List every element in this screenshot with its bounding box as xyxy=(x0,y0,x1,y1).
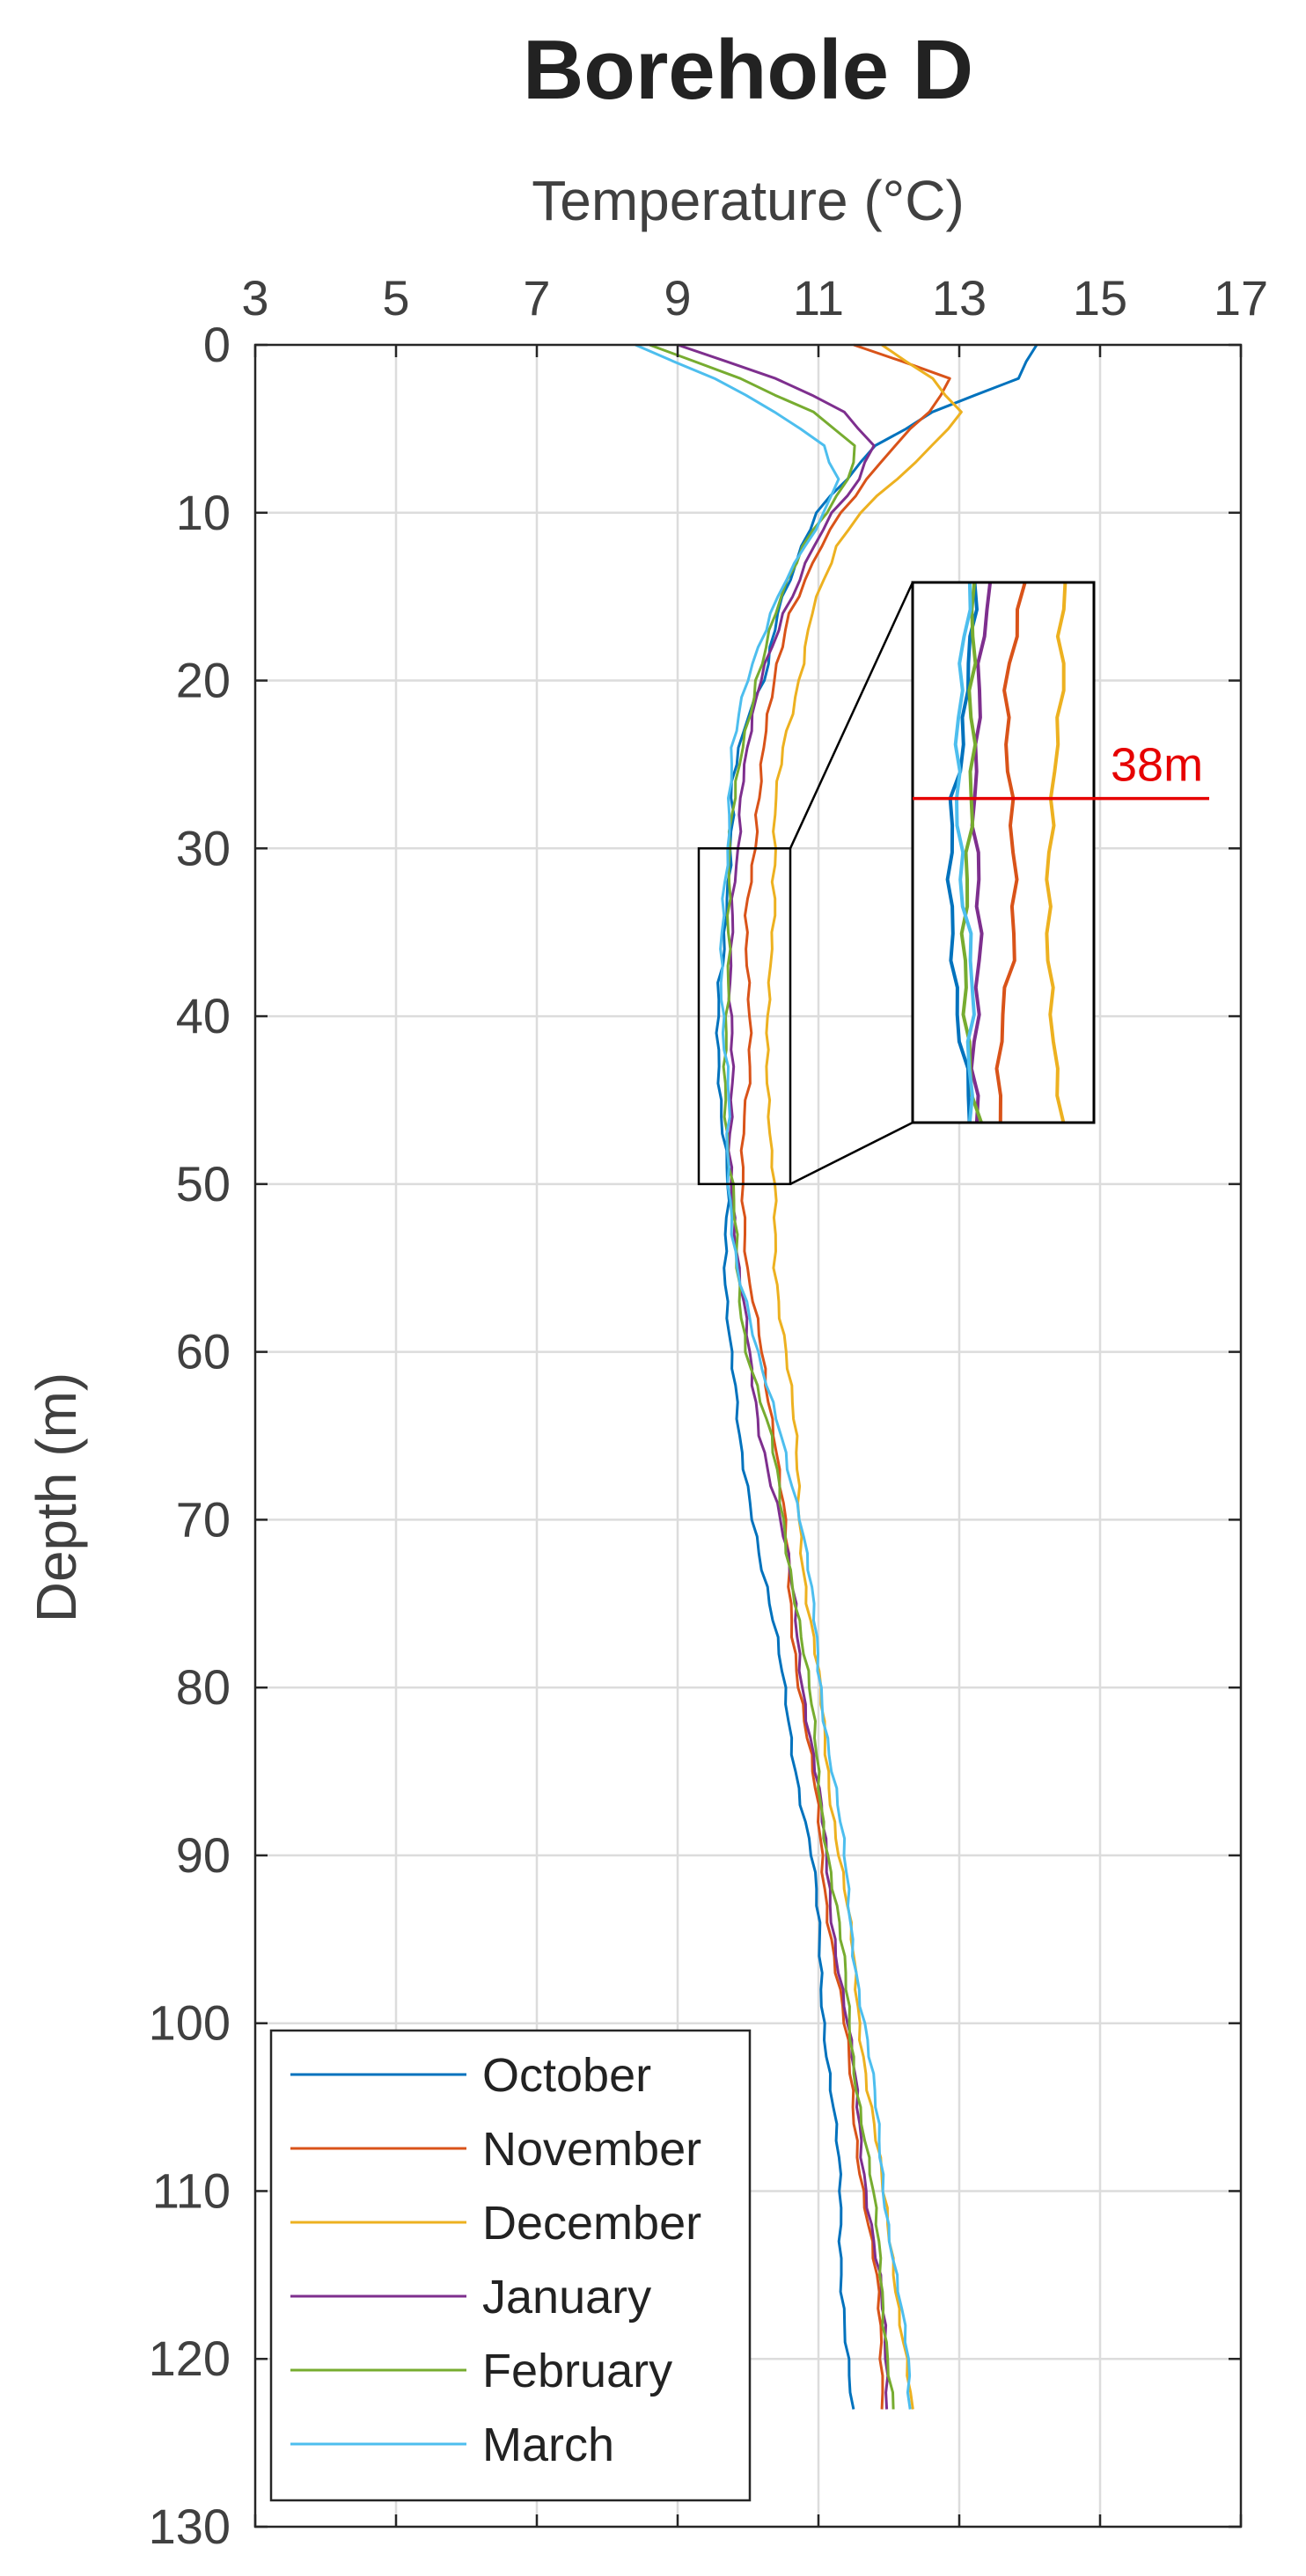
zoom-series-line-november xyxy=(994,582,1027,1123)
x-tick-label: 9 xyxy=(664,270,691,326)
legend-label-december: December xyxy=(482,2197,701,2250)
x-tick-label: 3 xyxy=(241,270,268,326)
y-tick-label: 130 xyxy=(149,2499,231,2554)
x-tick-label: 5 xyxy=(382,270,409,326)
y-tick-label: 50 xyxy=(176,1156,231,1211)
y-tick-label: 60 xyxy=(176,1324,231,1379)
x-tick-label: 15 xyxy=(1073,270,1127,326)
zoom-series-line-december xyxy=(1045,582,1068,1123)
zoom-connector xyxy=(789,582,914,849)
zoom-connector xyxy=(789,1121,913,1185)
x-tick-label: 17 xyxy=(1214,270,1268,326)
legend-label-february: February xyxy=(482,2345,672,2397)
legend-label-january: January xyxy=(482,2271,651,2324)
zoom-inset: 38m xyxy=(697,581,1209,1186)
x-axis-label: Temperature (°C) xyxy=(532,169,965,232)
axis-ticks: 3 5 7 9 11 13 15 17 0 10 20 30 40 50 60 70 80 90 100 110 120… xyxy=(149,270,1269,2554)
y-tick-label: 0 xyxy=(203,317,231,372)
legend: October November December January February Ma… xyxy=(269,2029,752,2502)
legend-box xyxy=(269,2029,752,2502)
zoom-series-line-october xyxy=(945,582,979,1123)
y-tick-label: 40 xyxy=(176,988,231,1043)
y-tick-label: 30 xyxy=(176,820,231,875)
series-line-february xyxy=(649,343,895,2410)
x-tick-label: 7 xyxy=(523,270,550,326)
y-tick-label: 90 xyxy=(176,1827,231,1883)
y-tick-label: 120 xyxy=(149,2331,231,2386)
y-tick-label: 100 xyxy=(149,1995,231,2051)
zoom-source-box xyxy=(697,847,792,1186)
y-axis-label: Depth (m) xyxy=(25,1372,88,1623)
zoom-series-line-january xyxy=(969,582,993,1123)
y-tick-label: 110 xyxy=(152,2163,231,2218)
series-line-december xyxy=(765,343,963,2410)
zoom-series-line-march xyxy=(953,582,976,1123)
zoom-inset-frame xyxy=(911,581,1096,1124)
legend-label-march: March xyxy=(482,2419,614,2471)
series-line-march xyxy=(635,343,912,2410)
x-tick-label: 11 xyxy=(793,270,844,326)
legend-label-october: October xyxy=(482,2049,651,2102)
x-tick-label: 13 xyxy=(932,270,987,326)
depth-marker-label: 38m xyxy=(1111,739,1203,792)
legend-label-november: November xyxy=(482,2123,701,2176)
plot-frame xyxy=(253,343,1243,2528)
series-lines xyxy=(635,343,1038,2410)
chart-title: Borehole D xyxy=(523,23,973,117)
y-tick-label: 70 xyxy=(176,1491,231,1547)
y-tick-label: 20 xyxy=(176,653,231,708)
zoom-series-line-february xyxy=(959,582,983,1123)
y-tick-label: 80 xyxy=(176,1659,231,1715)
y-tick-label: 10 xyxy=(176,485,231,540)
